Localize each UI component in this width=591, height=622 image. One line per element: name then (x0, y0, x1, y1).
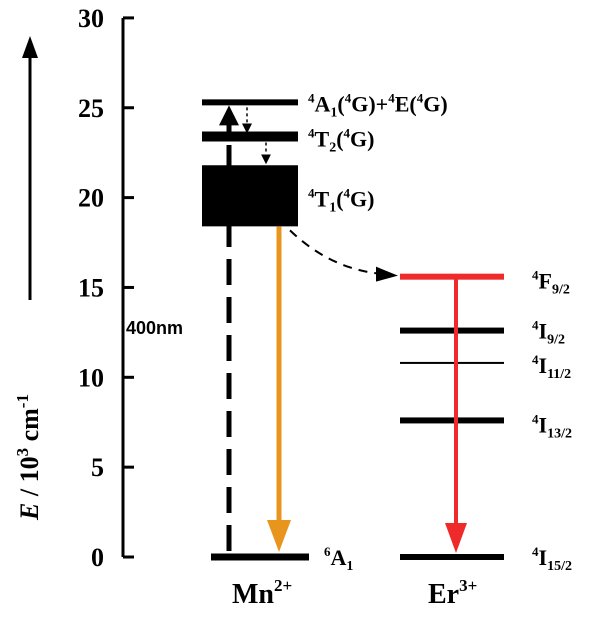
excitation-wavelength-label: 400nm (126, 318, 183, 338)
er-level-4I132 (400, 417, 504, 424)
y-tick-label-0: 0 (91, 543, 104, 572)
mn-label-4A1-4E: 4A1(4G)+4E(4G) (308, 90, 448, 120)
er-level-4I92 (400, 327, 504, 334)
y-tick-label-15: 15 (78, 273, 104, 302)
energy-direction-arrow-head (22, 36, 38, 58)
er-emission-arrow-head (445, 523, 467, 553)
er-level-4I112 (400, 361, 504, 364)
y-axis-title-symbol: E (15, 503, 44, 521)
er-label-4F92: 4F9/2 (532, 268, 570, 298)
mn-label-4T2: 4T2(4G) (308, 126, 374, 156)
mn-label-6A1: 6A1 (324, 544, 353, 574)
y-tick-label-30: 30 (78, 4, 104, 33)
mn-label-4T1: 4T1(4G) (308, 186, 374, 216)
mn-level-6A1-ground (211, 553, 309, 561)
y-axis-title-scale-exponent: 3 (13, 448, 32, 457)
er-label-4I112: 4I11/2 (532, 352, 571, 382)
mn-level-4A1-4E (202, 99, 298, 106)
mn-level-4T1-band (202, 165, 298, 227)
er-label-4I92: 4I9/2 (532, 318, 565, 348)
y-tick-label-20: 20 (78, 184, 104, 213)
energy-transfer-curve (289, 229, 381, 275)
y-axis-title-unit: cm (15, 408, 44, 448)
y-axis-ticks: 0 5 10 15 20 25 30 (78, 4, 134, 572)
mn-emission-arrow-head (267, 520, 291, 552)
er-ion-label: Er3+ (428, 576, 477, 610)
y-axis-title-unit-exponent: -1 (13, 394, 32, 408)
y-tick-label-25: 25 (78, 94, 104, 123)
mn-level-4T2 (202, 131, 298, 142)
excitation-arrow-head (219, 105, 239, 126)
er-label-4I152: 4I15/2 (532, 544, 572, 574)
y-axis-title-scale: / 10 (15, 456, 44, 502)
er-level-4I152-ground (400, 554, 504, 560)
energy-transfer-arrow-head (376, 266, 398, 282)
y-tick-label-5: 5 (91, 453, 104, 482)
er-level-4F92 (400, 273, 504, 280)
y-axis-title: E / 103 cm-1 (13, 394, 44, 521)
y-tick-label-10: 10 (78, 363, 104, 392)
mn-ion-label: Mn2+ (232, 576, 292, 610)
er-label-4I132: 4I13/2 (532, 411, 572, 441)
